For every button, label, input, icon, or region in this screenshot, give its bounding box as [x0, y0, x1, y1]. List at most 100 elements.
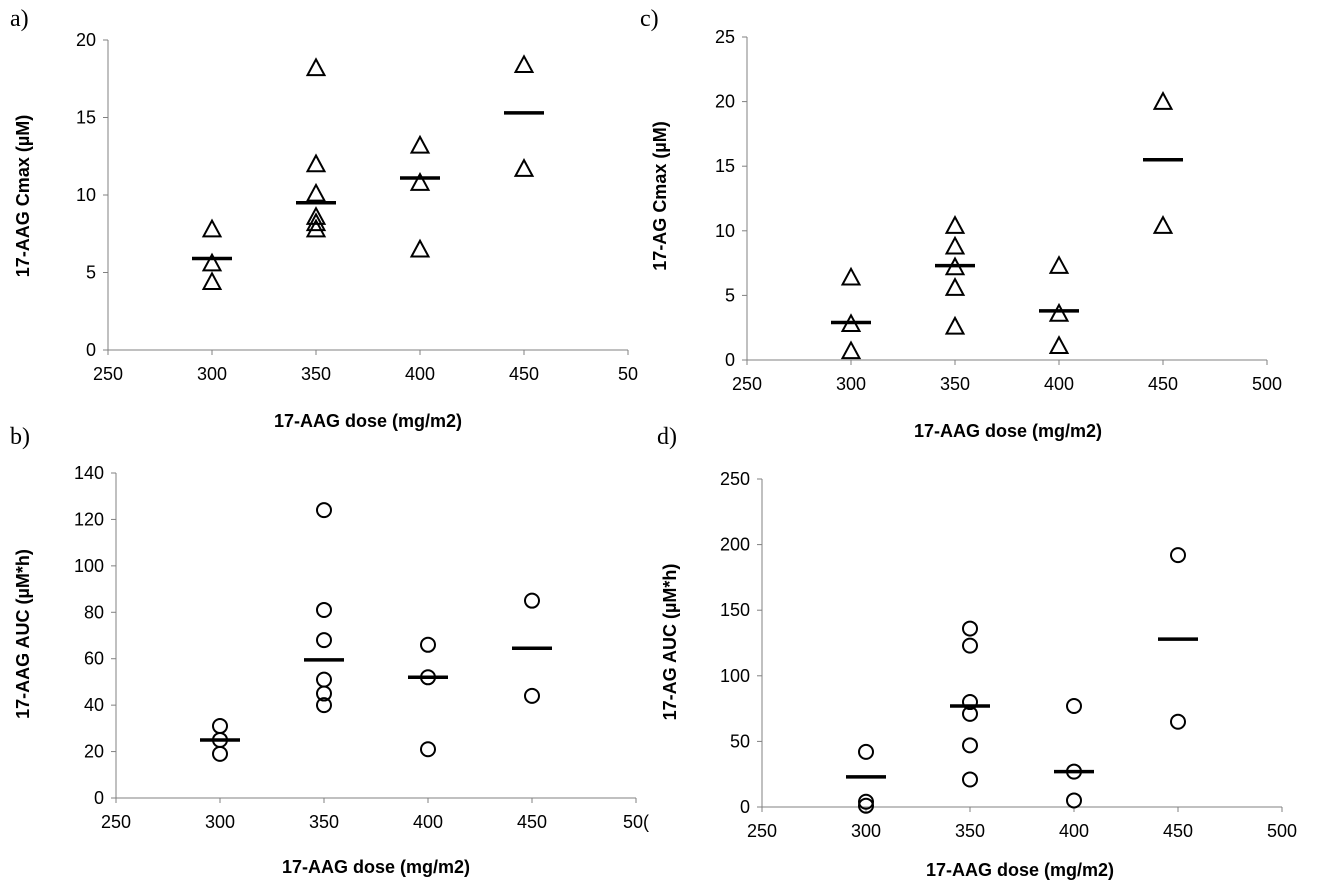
- panel-b-y-tick-label: 140: [74, 463, 104, 483]
- panel-d-x-tick-label: 250: [747, 821, 777, 841]
- panel-a-x-tick-label: 350: [301, 364, 331, 384]
- panel-c-y-tick-label: 15: [715, 156, 735, 176]
- panel-c-y-axis-label: 17-AG Cmax (µM): [650, 121, 670, 270]
- panel-a-x-axis-label: 17-AAG dose (mg/m2): [274, 411, 462, 431]
- panel-a-data-point: [201, 271, 223, 291]
- panel-d-x-tick-label: 400: [1059, 821, 1089, 841]
- panel-c-x-tick-label: 400: [1044, 374, 1074, 394]
- panel-a-cmax-17aag: a) 17-AAG dose (mg/m2) 17-AAG Cmax (µM) …: [10, 6, 638, 431]
- panel-d-x-tick-label: 500: [1267, 821, 1297, 841]
- panel-d-data-point: [1066, 697, 1082, 714]
- panel-c-x-tick-label: 450: [1148, 374, 1178, 394]
- panel-d-data-point: [962, 694, 978, 711]
- panel-b-data-point: [212, 745, 228, 762]
- panel-b-data-point: [420, 741, 436, 758]
- panel-a-x-tick-label: 450: [509, 364, 539, 384]
- panel-d-y-tick-label: 200: [720, 535, 750, 555]
- panel-a-data-point: [305, 182, 327, 202]
- panel-c-y-tick-label: 5: [725, 285, 735, 305]
- panel-d-data-point: [962, 737, 978, 754]
- panel-c-data-point: [1152, 215, 1174, 234]
- panel-b-data-point: [316, 685, 332, 702]
- panel-c-letter: c): [640, 6, 659, 32]
- panel-a-data-point: [513, 158, 535, 177]
- panel-a-data-point: [305, 218, 327, 238]
- panel-d-data-point: [1170, 713, 1186, 730]
- panel-c-data-point: [1048, 335, 1070, 355]
- panel-d-x-axis-label: 17-AAG dose (mg/m2): [926, 860, 1114, 880]
- panel-c-x-tick-label: 500: [1252, 374, 1282, 394]
- panel-d-y-tick-label: 250: [720, 469, 750, 489]
- panel-b-x-tick-label: 50(: [623, 812, 649, 832]
- panel-c-y-tick-label: 0: [725, 350, 735, 370]
- panel-a-data-point: [201, 252, 223, 272]
- panel-d-data-point: [962, 771, 978, 788]
- panel-d-letter: d): [657, 424, 677, 450]
- panel-a-y-axis-label: 17-AAG Cmax (µM): [13, 115, 33, 277]
- panel-b-y-tick-label: 100: [74, 556, 104, 576]
- panel-c-x-tick-label: 300: [836, 374, 866, 394]
- panel-c-x-tick-label: 350: [940, 374, 970, 394]
- panel-d-data-point: [962, 637, 978, 654]
- panel-a-data-point: [409, 171, 431, 191]
- panel-b-data-point: [316, 502, 332, 519]
- panel-c-data-point: [944, 315, 966, 335]
- panel-b-y-tick-label: 80: [84, 602, 104, 622]
- panel-c-data-point: [1152, 90, 1174, 110]
- panel-d-data-point: [858, 743, 874, 760]
- panel-a-x-tick-label: 300: [197, 364, 227, 384]
- panel-a-letter: a): [10, 6, 29, 32]
- panel-b-y-axis-label: 17-AAG AUC (µM*h): [13, 549, 33, 719]
- panel-c-cmax-17ag: c) 17-AAG dose (mg/m2) 17-AG Cmax (µM) 0…: [640, 6, 1282, 441]
- panel-b-x-tick-label: 250: [101, 812, 131, 832]
- panel-b-x-tick-label: 450: [517, 812, 547, 832]
- panel-c-x-axis-label: 17-AAG dose (mg/m2): [914, 421, 1102, 441]
- panel-a-x-tick-label: 50: [618, 364, 638, 384]
- panel-a-data-point: [305, 153, 327, 173]
- panel-c-y-tick-label: 20: [715, 92, 735, 112]
- panel-c-data-point: [1048, 302, 1070, 322]
- panel-d-data-point: [858, 793, 874, 810]
- panel-a-y-tick-label: 0: [86, 340, 96, 360]
- panel-b-x-tick-label: 400: [413, 812, 443, 832]
- panel-a-y-tick-label: 20: [76, 30, 96, 50]
- panel-d-y-tick-label: 100: [720, 666, 750, 686]
- panel-c-y-tick-label: 25: [715, 27, 735, 47]
- panel-a-x-tick-label: 250: [93, 364, 123, 384]
- panel-b-data-point: [316, 697, 332, 714]
- panel-c-y-tick-label: 10: [715, 221, 735, 241]
- panel-a-data-point: [305, 212, 327, 232]
- panel-c-data-point: [944, 277, 966, 296]
- panel-b-data-point: [316, 671, 332, 688]
- panel-b-letter: b): [10, 424, 30, 450]
- panel-b-data-point: [420, 636, 436, 653]
- panel-b-x-axis-label: 17-AAG dose (mg/m2): [282, 857, 470, 877]
- panel-a-data-point: [409, 134, 431, 154]
- panel-d-data-point: [1066, 792, 1082, 809]
- panel-b-y-tick-label: 20: [84, 742, 104, 762]
- panel-b-data-point: [212, 718, 228, 735]
- panel-d-x-tick-label: 450: [1163, 821, 1193, 841]
- panel-d-auc-17ag: d) 17-AAG dose (mg/m2) 17-AG AUC (µM*h) …: [657, 424, 1297, 880]
- panel-a-y-tick-label: 5: [86, 263, 96, 283]
- panel-c-data-point: [840, 340, 862, 360]
- panel-a-y-tick-label: 10: [76, 185, 96, 205]
- panel-b-y-tick-label: 40: [84, 695, 104, 715]
- panel-a-data-point: [513, 54, 535, 74]
- panel-a-y-tick-label: 15: [76, 108, 96, 128]
- panel-b-y-tick-label: 120: [74, 509, 104, 529]
- panel-b-y-tick-label: 60: [84, 649, 104, 669]
- panel-c-data-point: [840, 266, 862, 286]
- panel-b-data-point: [524, 687, 540, 704]
- panel-d-y-tick-label: 0: [740, 797, 750, 817]
- panel-a-data-point: [201, 218, 223, 238]
- panel-a-x-tick-label: 400: [405, 364, 435, 384]
- panel-a-data-point: [409, 238, 431, 258]
- panel-d-y-axis-label: 17-AG AUC (µM*h): [660, 564, 680, 721]
- panel-d-data-point: [858, 797, 874, 814]
- panel-d-x-tick-label: 300: [851, 821, 881, 841]
- panel-d-data-point: [1170, 547, 1186, 564]
- panel-d-y-tick-label: 150: [720, 600, 750, 620]
- panel-c-data-point: [1048, 255, 1070, 274]
- panel-d-data-point: [962, 620, 978, 637]
